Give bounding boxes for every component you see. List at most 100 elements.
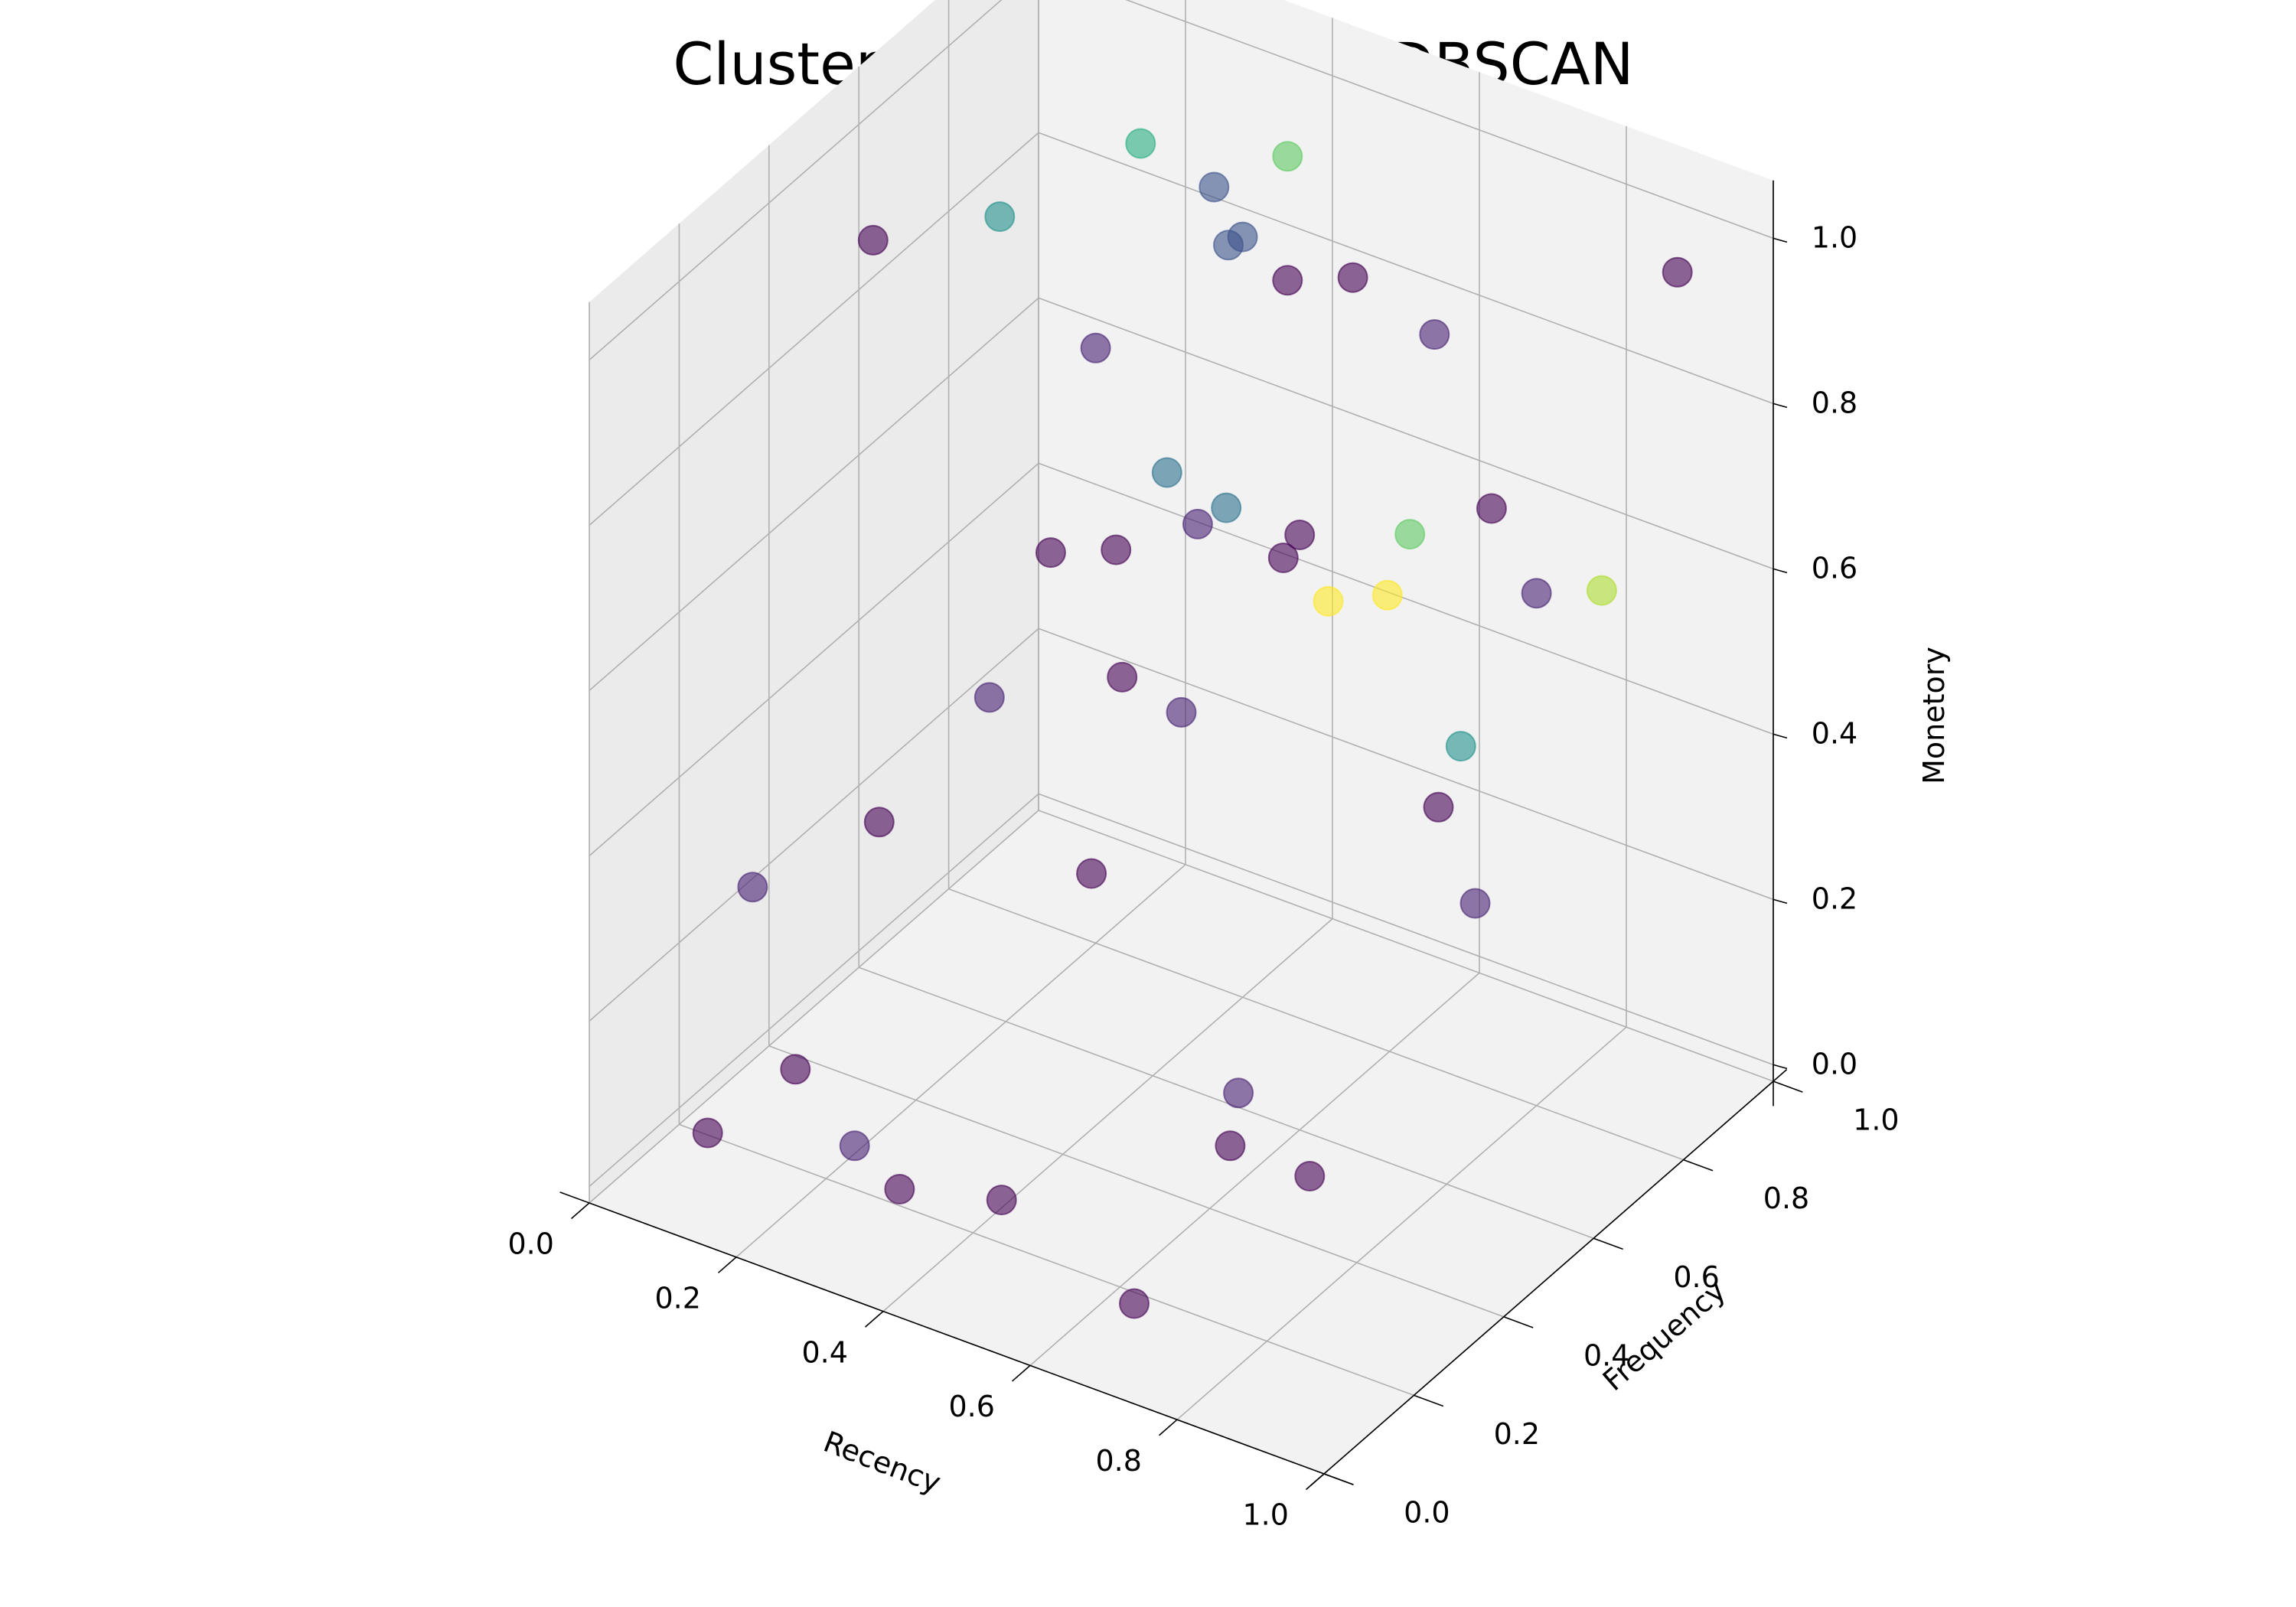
data-point — [1272, 141, 1303, 172]
y-grid-floor — [948, 888, 1684, 1161]
data-point — [1107, 661, 1138, 693]
x-grid-floor — [1176, 1026, 1627, 1420]
y-tick-label-mark — [1414, 1394, 1444, 1407]
y-tick-label: 1.0 — [1853, 1103, 1899, 1137]
data-point — [1476, 493, 1507, 524]
z-grid-back — [1038, 793, 1774, 1066]
z-tick-mark — [1773, 733, 1788, 739]
data-point — [1182, 508, 1213, 539]
data-point — [1151, 457, 1182, 488]
data-point — [780, 1054, 811, 1085]
z-tick-mark — [1773, 898, 1788, 905]
x-tick-label: 0.8 — [1095, 1444, 1141, 1478]
axis-lines — [559, 180, 1788, 1486]
z-grid-left — [589, 297, 1039, 692]
x-axis-label: Recency — [819, 1425, 945, 1500]
x-grid-floor — [882, 918, 1333, 1312]
data-point — [737, 872, 768, 903]
z-tick-label: 0.8 — [1812, 386, 1857, 419]
data-point — [1166, 696, 1197, 728]
z-tick-mark — [1773, 403, 1788, 409]
y-grid-floor — [858, 966, 1594, 1239]
x-tick-label: 0.0 — [507, 1227, 553, 1261]
data-point — [1267, 543, 1299, 573]
left-wall-pane — [589, 0, 1039, 1203]
y-tick-label-mark — [1503, 1316, 1534, 1328]
z-grid-back — [1125, 0, 1774, 240]
z-grid-back — [1038, 627, 1774, 901]
z-tick-label: 0.6 — [1812, 551, 1857, 585]
z-grid-back — [1038, 462, 1774, 735]
data-point — [1459, 888, 1491, 919]
data-point — [1223, 1077, 1254, 1109]
x-tick-mark — [717, 1257, 737, 1273]
y-tick-label: 0.6 — [1673, 1260, 1719, 1294]
z-grid-left — [589, 132, 1039, 526]
y-grid-floor — [1038, 810, 1774, 1082]
data-point — [974, 682, 1005, 713]
data-point — [1211, 492, 1242, 523]
x-tick-mark — [1305, 1473, 1325, 1491]
data-point — [1076, 858, 1107, 889]
data-point — [1445, 731, 1476, 762]
x-grid-floor — [735, 864, 1186, 1258]
y-tick-label-mark — [1773, 1081, 1803, 1093]
data-point — [1294, 1161, 1326, 1191]
x-tick-mark — [570, 1202, 590, 1220]
z-grid-left — [589, 793, 1039, 1188]
z-grid-left — [589, 462, 1039, 857]
x-tick-label: 0.6 — [948, 1390, 994, 1423]
z-axis-label: Monetory — [1917, 647, 1951, 784]
z-tick-label: 0.0 — [1812, 1047, 1857, 1081]
data-point — [1423, 791, 1454, 823]
data-point — [1125, 128, 1156, 159]
y-axis-label: Frequency — [1596, 1273, 1732, 1397]
data-point — [884, 1174, 915, 1204]
data-point — [839, 1130, 870, 1162]
z-tick-label: 1.0 — [1812, 220, 1857, 254]
data-point — [1521, 578, 1552, 609]
x-axis-line — [559, 1191, 1354, 1485]
y-tick-label: 0.4 — [1583, 1338, 1629, 1372]
z-grid-back — [1038, 297, 1774, 570]
x-tick-label: 1.0 — [1242, 1498, 1288, 1532]
y-tick-label-mark — [1323, 1473, 1354, 1485]
data-point — [1272, 265, 1303, 296]
x-tick-mark — [1011, 1364, 1031, 1382]
x-tick-mark — [864, 1310, 884, 1328]
data-point — [1199, 171, 1230, 203]
y-axis-line — [1309, 1069, 1788, 1486]
data-point — [692, 1117, 723, 1149]
data-point — [984, 201, 1016, 233]
data-point — [1080, 332, 1111, 363]
z-tick-label: 0.4 — [1812, 716, 1857, 750]
data-point — [1394, 519, 1426, 550]
z-tick-mark — [1773, 568, 1788, 574]
data-point — [1035, 537, 1066, 569]
z-tick-mark — [1773, 1064, 1788, 1070]
z-tick-mark — [1773, 237, 1788, 243]
data-point — [1215, 1130, 1246, 1162]
y-tick-label: 0.0 — [1404, 1496, 1450, 1530]
data-point — [1119, 1288, 1150, 1319]
data-points — [692, 128, 1693, 1319]
y-grid-floor — [679, 1123, 1414, 1397]
x-grid-floor — [589, 810, 1039, 1204]
data-point — [1371, 579, 1403, 611]
data-point — [1586, 575, 1617, 606]
y-grid-floor — [768, 1045, 1505, 1318]
y-tick-label: 0.2 — [1494, 1417, 1540, 1451]
data-point — [986, 1185, 1017, 1216]
data-point — [1227, 221, 1258, 253]
z-grid-back — [1038, 132, 1774, 405]
floor-pane — [589, 810, 1773, 1474]
data-point — [1313, 585, 1344, 617]
tick-labels: 0.0 0.2 0.4 0.6 0.8 1.0 0.0 0.2 0.4 0.6 0.8 1.0 0.0 0… — [507, 220, 1899, 1531]
data-point — [1337, 262, 1368, 293]
data-point — [863, 807, 895, 838]
z-tick-label: 0.2 — [1812, 882, 1857, 915]
y-tick-label-mark — [1593, 1237, 1623, 1250]
axis-panes — [589, 0, 1773, 1474]
data-point — [1101, 534, 1132, 566]
